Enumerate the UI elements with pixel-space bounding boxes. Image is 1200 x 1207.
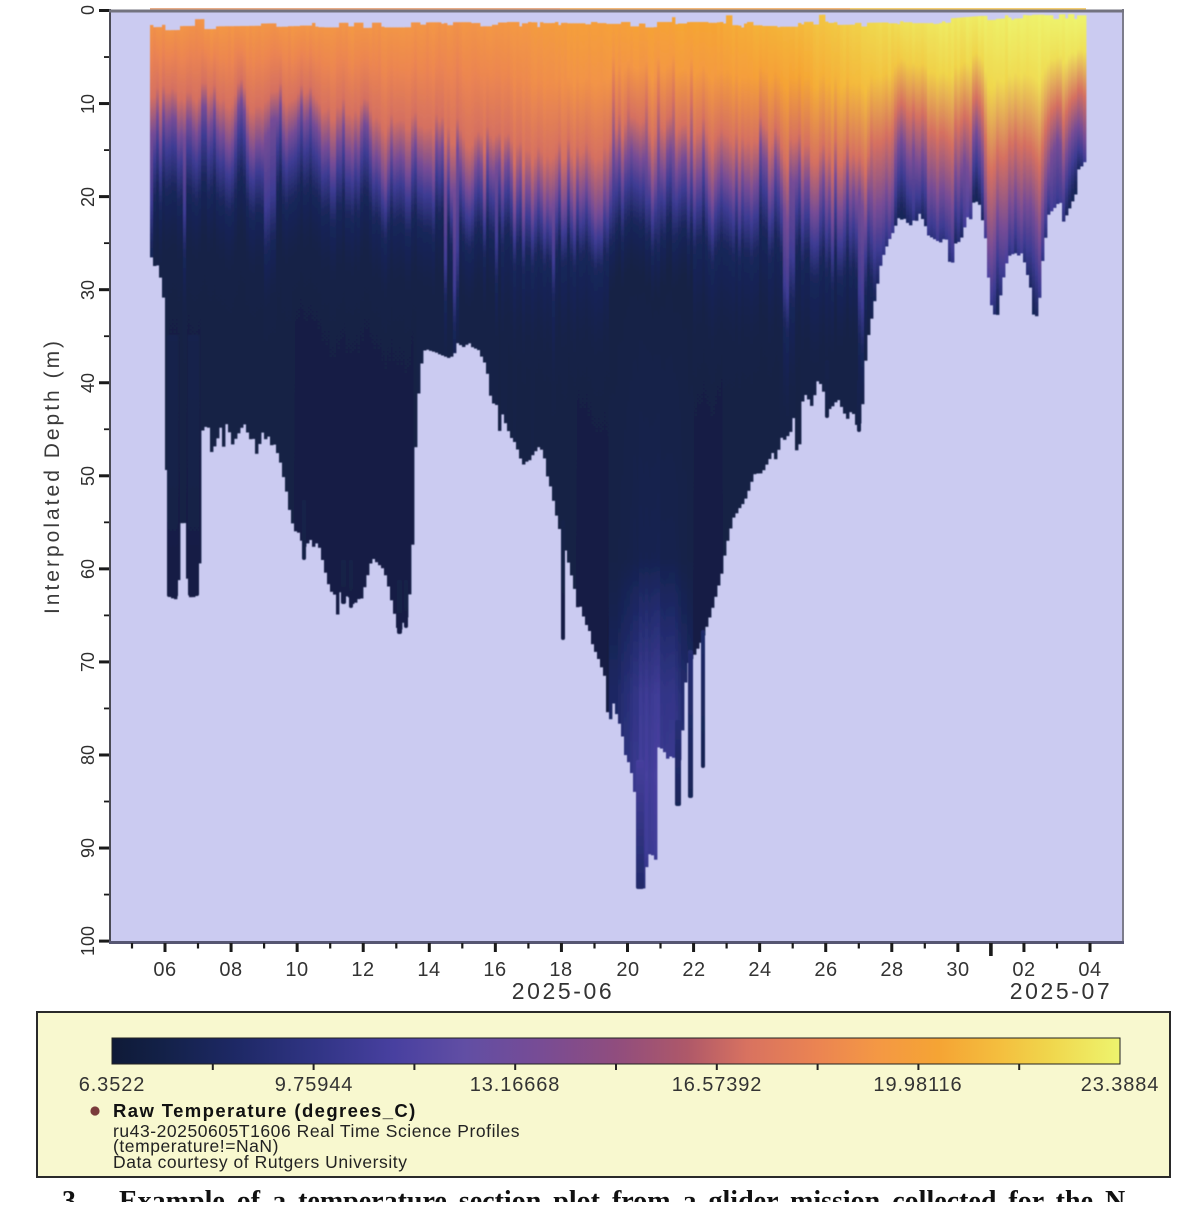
- svg-text:26: 26: [814, 959, 837, 981]
- svg-text:22: 22: [682, 959, 705, 981]
- svg-text:08: 08: [219, 959, 242, 981]
- svg-text:0: 0: [78, 5, 98, 15]
- svg-text:04: 04: [1078, 959, 1101, 981]
- svg-text:40: 40: [78, 373, 98, 393]
- svg-text:20: 20: [78, 187, 98, 207]
- svg-text:50: 50: [78, 466, 98, 486]
- svg-text:(temperature!=NaN): (temperature!=NaN): [113, 1136, 279, 1156]
- svg-text:24: 24: [748, 959, 771, 981]
- svg-text:14: 14: [417, 959, 440, 981]
- svg-text:2025-06: 2025-06: [512, 978, 615, 1004]
- svg-text:9.75944: 9.75944: [275, 1074, 354, 1096]
- svg-text:70: 70: [78, 652, 98, 672]
- svg-text:23.3884: 23.3884: [1081, 1074, 1160, 1096]
- svg-text:100: 100: [78, 926, 98, 956]
- svg-text:60: 60: [78, 559, 98, 579]
- svg-text:Data courtesy of Rutgers Unive: Data courtesy of Rutgers University: [113, 1152, 408, 1172]
- svg-text:18: 18: [549, 959, 572, 981]
- svg-text:13.16668: 13.16668: [470, 1074, 561, 1096]
- svg-text:16.57392: 16.57392: [672, 1074, 763, 1096]
- svg-text:28: 28: [880, 959, 903, 981]
- svg-text:ru43-20250605T1606 Real Time S: ru43-20250605T1606 Real Time Science Pro…: [113, 1121, 520, 1141]
- svg-text:20: 20: [616, 959, 639, 981]
- svg-text:30: 30: [78, 280, 98, 300]
- svg-text:Raw Temperature (degrees_C): Raw Temperature (degrees_C): [113, 1100, 417, 1121]
- svg-text:80: 80: [78, 745, 98, 765]
- svg-text:02: 02: [1012, 959, 1035, 981]
- svg-text:12: 12: [351, 959, 374, 981]
- svg-text:30: 30: [946, 959, 969, 981]
- svg-text:16: 16: [483, 959, 506, 981]
- svg-text:19.98116: 19.98116: [873, 1074, 962, 1096]
- svg-text:06: 06: [153, 959, 176, 981]
- svg-text:10: 10: [78, 94, 98, 114]
- svg-text:90: 90: [78, 838, 98, 858]
- svg-text:6.3522: 6.3522: [79, 1074, 146, 1096]
- svg-text:3. Example of a temperature: 3. Example of a temperature section plot…: [62, 1186, 1125, 1202]
- svg-text:2025-07: 2025-07: [1010, 978, 1113, 1004]
- svg-text:10: 10: [285, 959, 308, 981]
- svg-text:Interpolated Depth (m): Interpolated Depth (m): [41, 338, 64, 614]
